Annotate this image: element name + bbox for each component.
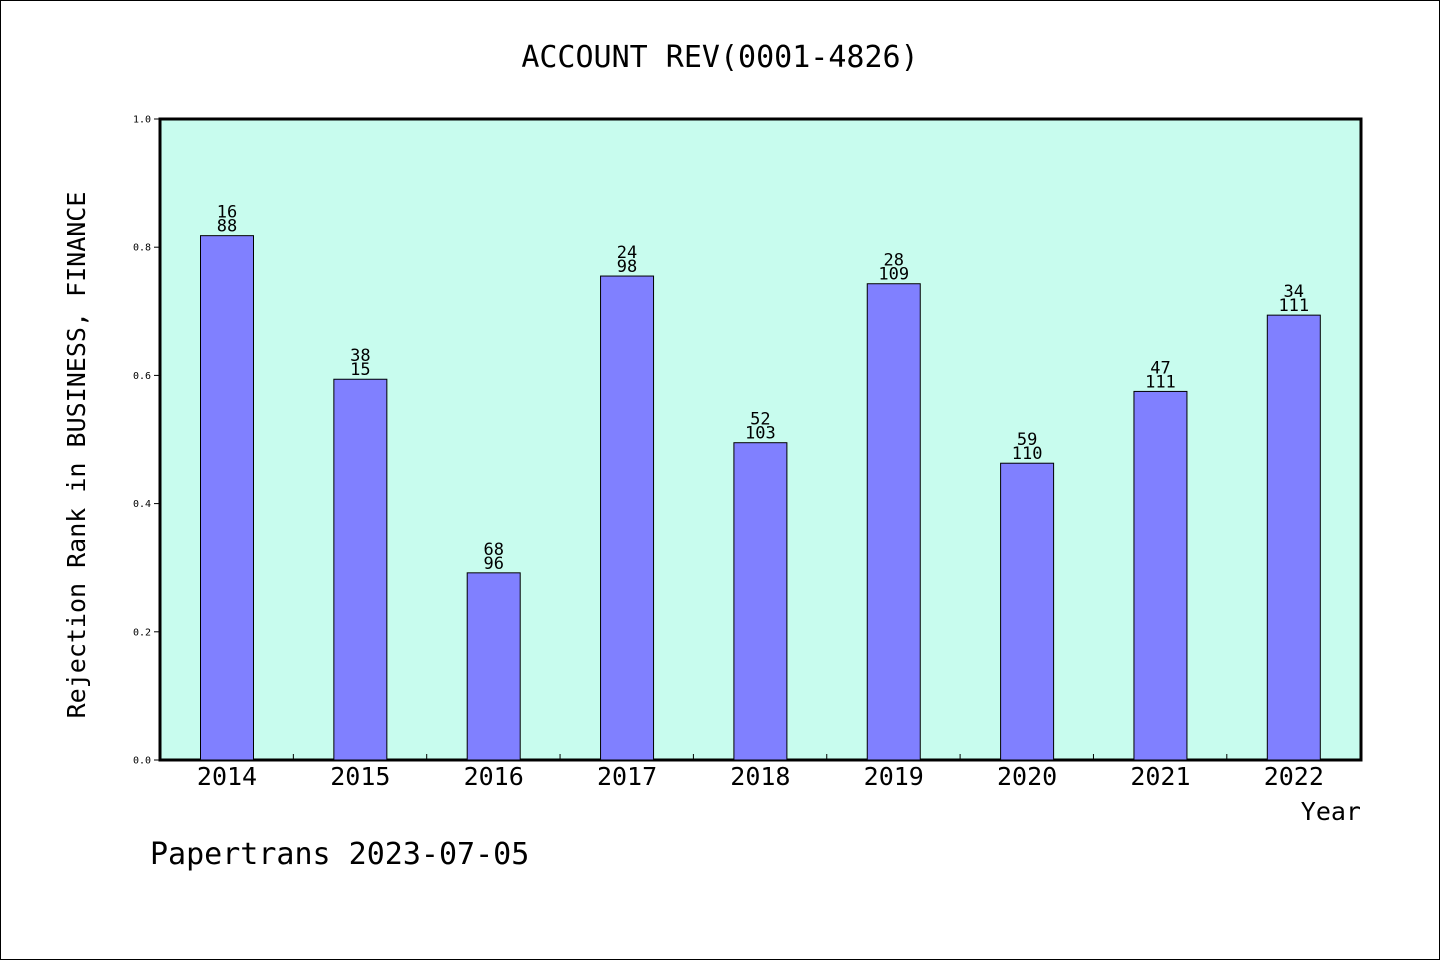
bar-label-bottom: 103 — [745, 424, 776, 444]
bar-label-top: 47 — [1150, 358, 1170, 378]
bar-label-top: 38 — [350, 346, 370, 366]
bar-label-top: 28 — [884, 251, 904, 271]
y-tick-label: 0.2 — [133, 627, 151, 638]
x-tick-label: 2017 — [597, 762, 657, 791]
bar-label-bottom: 109 — [878, 265, 909, 285]
bar-label-bottom: 111 — [1278, 296, 1309, 316]
bar-2020 — [1000, 462, 1055, 761]
bar-2021 — [1133, 390, 1188, 761]
bar-label-top: 24 — [617, 243, 637, 263]
x-tick-label: 2020 — [997, 762, 1057, 791]
bar-label-top: 59 — [1017, 430, 1037, 450]
x-axis-label: Year — [1301, 797, 1361, 826]
bar-2014 — [200, 235, 254, 761]
bar-label-top: 52 — [750, 410, 770, 430]
y-tick-label: 0.0 — [133, 756, 151, 767]
bar-2019 — [866, 283, 921, 761]
bar-2022 — [1266, 314, 1321, 761]
bar-label-top: 34 — [1284, 282, 1304, 302]
bar-label-top: 16 — [217, 203, 237, 223]
bar-2016 — [466, 572, 521, 761]
y-tick-label: 1.0 — [133, 115, 151, 126]
x-tick-label: 2014 — [197, 762, 257, 791]
bar-label-bottom: 15 — [350, 360, 370, 380]
x-tick-label: 2019 — [864, 762, 924, 791]
bar-label-top: 68 — [483, 540, 503, 560]
bar-label-bottom: 111 — [1145, 372, 1176, 392]
y-tick-label: 0.6 — [133, 371, 151, 382]
bar-label-bottom: 88 — [217, 217, 237, 237]
chart-title: ACCOUNT REV(0001-4826) — [521, 40, 918, 75]
bar-label-bottom: 96 — [483, 554, 503, 574]
bar-2017 — [600, 275, 655, 761]
bar-2018 — [733, 442, 788, 761]
bar-2015 — [333, 378, 388, 761]
y-tick-label: 0.8 — [133, 243, 151, 254]
x-tick-label: 2022 — [1264, 762, 1324, 791]
y-axis-label: Rejection Rank in BUSINESS, FINANCE — [62, 192, 91, 719]
x-tick-label: 2016 — [464, 762, 524, 791]
x-tick-label: 2015 — [330, 762, 390, 791]
x-tick-label: 2018 — [730, 762, 790, 791]
footer-text: Papertrans 2023-07-05 — [150, 837, 529, 872]
bar-label-bottom: 98 — [617, 257, 637, 277]
bar-label-bottom: 110 — [1012, 444, 1043, 464]
x-tick-label: 2021 — [1130, 762, 1190, 791]
y-tick-label: 0.4 — [133, 499, 151, 510]
